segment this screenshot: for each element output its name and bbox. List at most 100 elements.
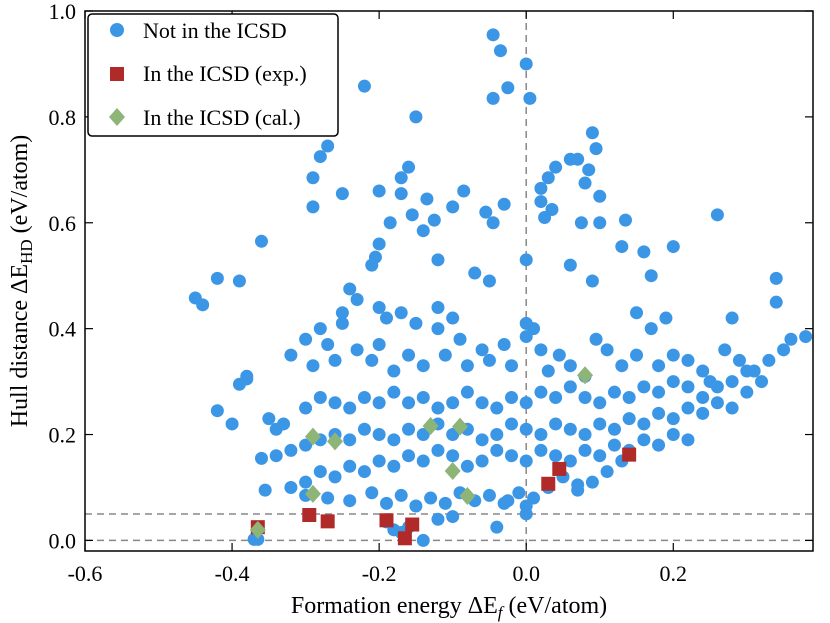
point-s0-15 <box>372 184 386 198</box>
point-s0-27 <box>486 216 500 230</box>
point-s0-192 <box>681 401 695 415</box>
point-s0-44 <box>574 216 588 230</box>
point-s0-215 <box>563 454 577 468</box>
point-s0-127 <box>262 412 276 426</box>
point-s0-124 <box>232 377 246 391</box>
point-s0-73 <box>431 322 445 336</box>
point-s0-114 <box>762 353 776 367</box>
plot-frame <box>84 10 814 552</box>
data-points <box>188 28 813 547</box>
point-s0-194 <box>710 396 724 410</box>
point-s0-207 <box>446 449 460 463</box>
point-s0-67 <box>335 316 349 330</box>
point-s0-117 <box>799 330 813 344</box>
point-s0-226 <box>321 491 335 505</box>
legend: Not in the ICSD In the ICSD (exp.) In th… <box>87 13 339 137</box>
point-s0-193 <box>696 406 710 420</box>
point-s0-4 <box>519 57 533 71</box>
point-s0-125 <box>225 417 239 431</box>
point-s0-160 <box>740 385 754 399</box>
point-s0-161 <box>755 375 769 389</box>
point-s0-257 <box>519 507 533 521</box>
point-s0-38 <box>589 142 603 156</box>
point-s0-14 <box>394 171 408 185</box>
point-s0-141 <box>460 385 474 399</box>
point-s0-152 <box>622 390 636 404</box>
point-s0-145 <box>519 396 533 410</box>
point-s0-53 <box>637 245 651 259</box>
point-s0-106 <box>652 359 666 373</box>
point-s0-10 <box>306 171 320 185</box>
point-s0-240 <box>527 491 541 505</box>
point-s0-233 <box>438 496 452 510</box>
point-s0-199 <box>328 470 342 484</box>
point-s0-37 <box>585 126 599 140</box>
point-s0-166 <box>299 438 313 452</box>
point-s0-35 <box>538 210 552 224</box>
point-s0-164 <box>269 449 283 463</box>
point-s0-197 <box>299 475 313 489</box>
point-s0-206 <box>431 443 445 457</box>
point-s0-115 <box>777 343 791 357</box>
point-s0-185 <box>578 428 592 442</box>
point-s0-126 <box>210 404 224 418</box>
point-s0-65 <box>350 293 364 307</box>
point-s0-153 <box>637 380 651 394</box>
point-s0-231 <box>409 499 423 513</box>
point-s0-86 <box>402 348 416 362</box>
point-s0-218 <box>607 438 621 452</box>
x-axis-title: Formation energy ΔEf (eV/atom) <box>291 593 607 622</box>
point-s0-77 <box>299 332 313 346</box>
point-s0-135 <box>372 396 386 410</box>
x-tick-label-1: -0.4 <box>215 561 250 586</box>
point-s0-96 <box>527 322 541 336</box>
point-s2-6 <box>444 462 461 481</box>
point-s0-20 <box>383 216 397 230</box>
point-s0-107 <box>666 348 680 362</box>
legend-label-icsd-cal: In the ICSD (cal.) <box>143 105 301 130</box>
point-s0-61 <box>519 253 533 267</box>
point-s0-2 <box>501 81 515 95</box>
point-s2-7 <box>459 486 476 505</box>
point-s0-99 <box>552 348 566 362</box>
point-s2-1 <box>304 484 321 503</box>
point-s2-5 <box>452 417 469 436</box>
point-s0-205 <box>416 454 430 468</box>
point-s0-60 <box>482 274 496 288</box>
point-s0-111 <box>718 343 732 357</box>
legend-marker-not-icsd <box>110 23 124 37</box>
point-s0-173 <box>402 422 416 436</box>
point-s0-66 <box>335 306 349 320</box>
legend-label-icsd-exp: In the ICSD (exp.) <box>143 61 307 86</box>
point-s0-84 <box>365 353 379 367</box>
point-s0-155 <box>666 375 680 389</box>
point-s0-142 <box>475 396 489 410</box>
point-s0-134 <box>357 390 371 404</box>
point-s0-230 <box>394 488 408 502</box>
point-s0-188 <box>622 412 636 426</box>
point-s0-258 <box>501 494 515 508</box>
point-s0-57 <box>769 295 783 309</box>
point-s0-223 <box>681 433 695 447</box>
point-s0-12 <box>335 187 349 201</box>
point-s0-104 <box>615 359 629 373</box>
point-s0-220 <box>637 433 651 447</box>
point-s0-76 <box>313 322 327 336</box>
point-s0-43 <box>593 216 607 230</box>
point-s0-165 <box>284 443 298 457</box>
point-s0-183 <box>549 417 563 431</box>
point-s0-204 <box>402 449 416 463</box>
point-s0-11 <box>306 200 320 214</box>
point-s0-74 <box>446 311 460 325</box>
point-s0-178 <box>475 433 489 447</box>
point-s0-130 <box>299 401 313 415</box>
point-s2-2 <box>304 427 321 446</box>
point-s0-29 <box>479 205 493 219</box>
point-s0-33 <box>534 195 548 209</box>
point-s0-62 <box>563 258 577 272</box>
y-tick-label-2: 0.4 <box>49 317 77 342</box>
point-s0-255 <box>446 510 460 524</box>
point-s0-151 <box>607 385 621 399</box>
point-s0-47 <box>254 234 268 248</box>
point-s0-28 <box>497 197 511 211</box>
